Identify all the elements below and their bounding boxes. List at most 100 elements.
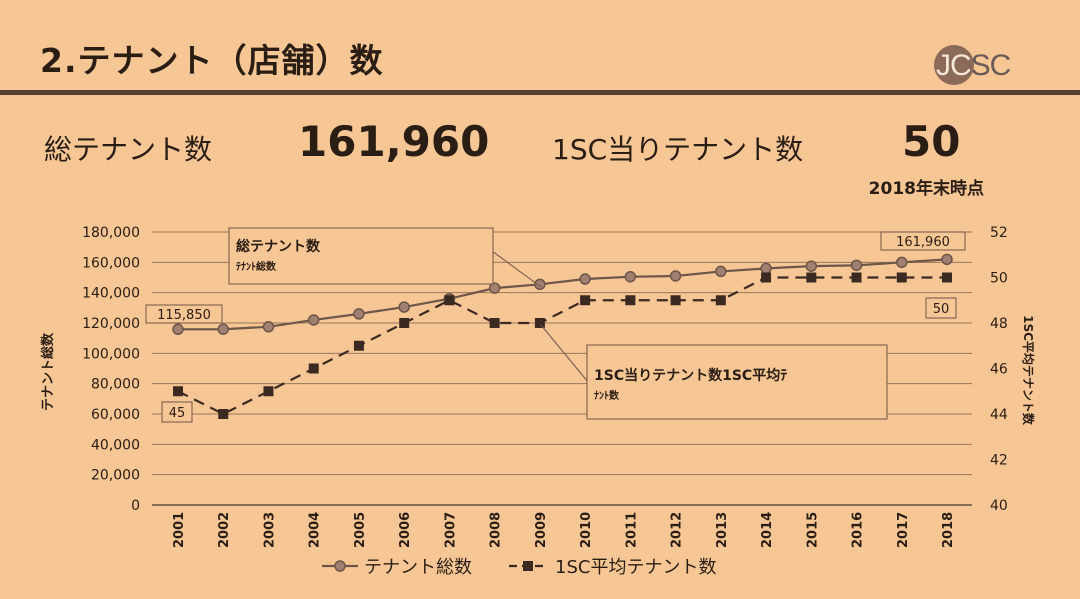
total-tenants-value: 161,960 — [298, 117, 490, 166]
data-point-total — [534, 278, 546, 291]
series-line-average — [177, 276, 947, 416]
data-point-average — [353, 340, 364, 351]
y-tick-label: 120,000 — [82, 316, 140, 332]
y-tick-label: 160,000 — [82, 255, 140, 271]
x-tick-label: 2008 — [489, 512, 504, 548]
x-tick-label: 2015 — [805, 512, 820, 548]
legend-marker-average — [523, 561, 533, 571]
y2-tick-label: 44 — [990, 407, 1008, 423]
data-point-average — [263, 386, 274, 397]
callout-leader — [491, 250, 542, 288]
data-point-average — [942, 272, 952, 283]
data-point-total — [669, 270, 682, 282]
legend-label-average: 1SC平均テナント数 — [555, 557, 716, 578]
data-point-total — [760, 262, 772, 275]
data-point-average — [896, 272, 907, 283]
page-title: 2.テナント（店舗）数 — [40, 41, 384, 80]
x-tick-label: 2001 — [172, 512, 187, 548]
x-tick-label: 2009 — [534, 512, 549, 548]
series-line-total — [177, 258, 948, 331]
y2-tick-label: 48 — [990, 316, 1008, 332]
data-point-average — [851, 272, 862, 283]
data-point-total — [715, 265, 727, 278]
x-tick-label: 2011 — [624, 512, 639, 548]
total-tenants-label: 総テナント数 — [44, 133, 213, 166]
y2-tick-label: 50 — [990, 271, 1008, 287]
y2-tick-label: 46 — [990, 362, 1008, 378]
data-point-total — [941, 253, 953, 266]
data-point-average — [218, 409, 229, 419]
y-tick-label: 20,000 — [91, 468, 140, 484]
x-tick-label: 2017 — [896, 512, 911, 548]
annotation-box — [161, 401, 193, 423]
data-point-average — [399, 318, 410, 328]
data-point-total — [172, 323, 184, 336]
y-tick-label: 100,000 — [82, 346, 140, 362]
annotation-box — [145, 304, 223, 324]
x-tick-label: 2005 — [353, 512, 368, 548]
data-point-total — [850, 259, 863, 272]
data-point-average — [625, 295, 636, 306]
x-tick-label: 2003 — [262, 512, 277, 548]
x-tick-label: 2012 — [670, 512, 685, 548]
y2-tick-label: 42 — [990, 453, 1008, 469]
data-label-start: 115,850 — [157, 308, 211, 323]
data-point-average — [308, 363, 319, 374]
annotation-box — [880, 231, 966, 251]
callout-box-average — [586, 344, 888, 420]
x-tick-label: 2002 — [217, 512, 232, 548]
y2-tick-label: 52 — [990, 225, 1008, 241]
callout-sub-average: ﾅﾝﾄ数 — [594, 389, 620, 402]
callout-title-average: 1SC当りテナント数1SC平均ﾃ — [594, 367, 787, 384]
callout-box-total — [228, 227, 494, 285]
x-tick-label: 2014 — [760, 512, 775, 548]
per-sc-tenants-label: 1SC当りテナント数 — [552, 133, 804, 166]
legend-label-total: テナント総数 — [364, 557, 472, 578]
y-tick-label: 180,000 — [82, 225, 140, 241]
data-point-average — [534, 318, 545, 328]
x-tick-label: 2010 — [579, 512, 594, 548]
legend-marker-total — [334, 560, 346, 572]
data-point-total — [307, 314, 320, 326]
title-divider — [0, 90, 1080, 95]
as-of-date: 2018年末時点 — [868, 179, 984, 199]
data-point-total — [624, 270, 637, 283]
data-point-total — [353, 308, 365, 320]
x-tick-label: 2007 — [443, 512, 458, 548]
data-point-average — [489, 318, 500, 328]
y-tick-label: 60,000 — [91, 407, 140, 423]
data-point-total — [398, 301, 410, 313]
y-tick-label: 140,000 — [82, 286, 140, 302]
x-tick-label: 2018 — [941, 512, 956, 548]
y-tick-label: 40,000 — [91, 437, 140, 453]
callout-title-total: 総テナント数 — [236, 238, 321, 255]
y-tick-label: 80,000 — [91, 377, 140, 393]
callout-leader — [540, 324, 589, 383]
logo-text: JCSC — [936, 49, 1011, 82]
data-point-total — [217, 323, 229, 335]
y-axis-title: テナント総数 — [40, 332, 56, 411]
annotation-box — [925, 297, 957, 319]
data-point-average — [806, 272, 817, 283]
data-label-avg-start: 45 — [169, 406, 186, 421]
callout-sub-total: ﾃﾅﾝﾄ総数 — [236, 260, 277, 273]
y-tick-label: 0 — [131, 498, 140, 514]
jcsc-logo: JCSC — [934, 45, 1044, 89]
data-point-average — [173, 386, 183, 397]
x-tick-label: 2013 — [715, 512, 730, 548]
x-tick-label: 2004 — [308, 512, 323, 548]
data-point-average — [715, 295, 726, 306]
data-label-end: 161,960 — [896, 235, 950, 250]
data-point-total — [262, 321, 275, 333]
data-point-total — [896, 256, 908, 269]
x-tick-label: 2006 — [398, 512, 413, 548]
data-point-average — [444, 295, 455, 306]
per-sc-tenants-value: 50 — [902, 117, 961, 166]
x-tick-label: 2016 — [851, 512, 866, 548]
logo-circle — [934, 45, 974, 85]
data-point-average — [670, 295, 681, 306]
data-point-average — [580, 295, 591, 306]
y2-axis-title: 1SC平均テナント数 — [1021, 315, 1036, 426]
data-point-average — [761, 272, 772, 283]
